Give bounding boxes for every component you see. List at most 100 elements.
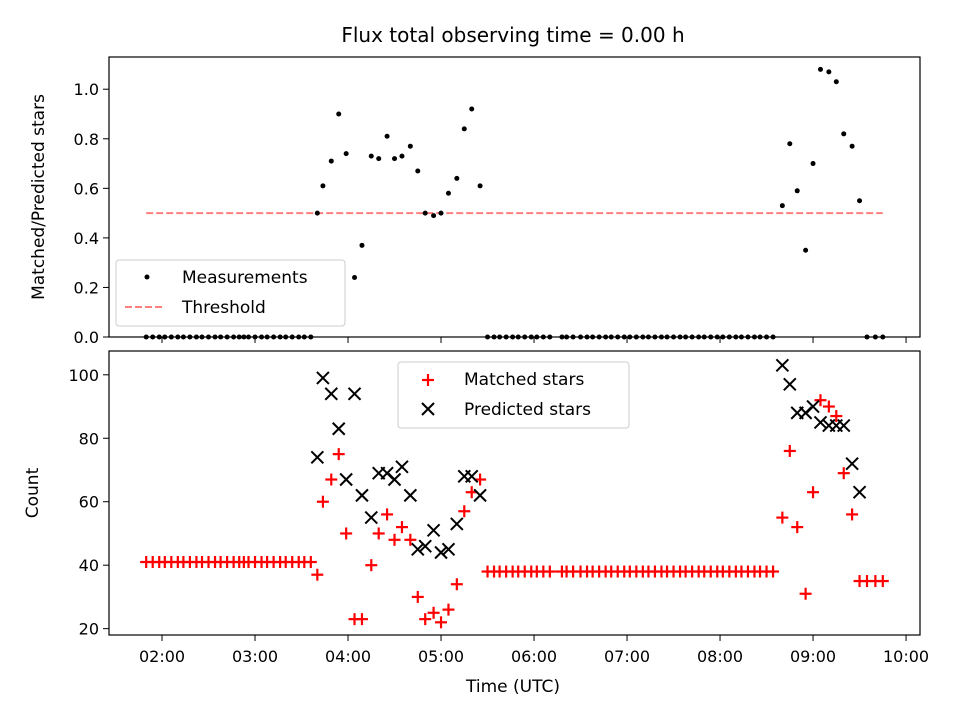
- predicted-star-point: [450, 517, 464, 531]
- top-y-axis-label: Matched/Predicted stars: [29, 94, 49, 300]
- predicted-star-point: [775, 358, 790, 372]
- measurement-point: [368, 153, 374, 159]
- x-tick-label: 06:00: [511, 647, 557, 666]
- matched-star-point: [381, 508, 394, 521]
- matched-star-point: [830, 410, 843, 423]
- measurement-point: [461, 126, 467, 132]
- matched-star-point: [325, 473, 338, 486]
- top-legend-box: [115, 259, 346, 327]
- matched-star-point: [783, 444, 796, 457]
- matched-star-point: [846, 508, 859, 521]
- predicted-star-point: [403, 488, 418, 503]
- predicted-stars-points: [310, 358, 867, 560]
- matched-star-point: [395, 521, 408, 534]
- predicted-star-point: [837, 418, 851, 433]
- measurement-point: [857, 198, 863, 204]
- matched-star-point: [355, 613, 368, 626]
- predicted-star-point: [813, 415, 828, 430]
- x-tick-label: 05:00: [418, 647, 464, 666]
- x-axis-label: Time (UTC): [465, 677, 560, 697]
- matched-star-point: [791, 521, 804, 534]
- matched-star-point: [404, 533, 417, 546]
- top-plot-frame: [108, 56, 921, 338]
- measurement-point: [359, 242, 365, 248]
- matched-star-point: [450, 578, 463, 591]
- measurement-point: [469, 106, 475, 112]
- bottom-y-tick-label: 60: [79, 493, 99, 512]
- measurement-point: [841, 131, 847, 137]
- predicted-star-point: [426, 523, 441, 537]
- legend-predicted-label: Predicted stars: [464, 400, 591, 420]
- top-x-ticks: [161, 337, 907, 343]
- matched-star-point: [316, 495, 329, 508]
- matched-star-point: [332, 448, 345, 461]
- measurement-point: [422, 210, 428, 216]
- predicted-star-point: [852, 485, 867, 499]
- matched-stars-points: [140, 394, 889, 629]
- top-y-tick-label: 1.0: [74, 80, 99, 99]
- predicted-star-point: [324, 387, 338, 401]
- matched-star-point: [427, 606, 440, 619]
- top-y-tick-label: 0.8: [74, 130, 99, 149]
- matched-star-point: [837, 467, 850, 480]
- top-y-tick-label: 0.2: [74, 278, 99, 297]
- measurement-point: [384, 133, 390, 139]
- legend-matched-marker: [422, 374, 434, 386]
- predicted-star-point: [783, 377, 797, 392]
- predicted-star-point: [332, 422, 346, 436]
- legend-measurements-marker: [144, 274, 150, 280]
- predicted-star-point: [395, 460, 409, 474]
- legend-threshold-label: Threshold: [181, 298, 266, 318]
- x-tick-label: 03:00: [232, 647, 278, 666]
- predicted-star-point: [355, 488, 369, 503]
- matched-star-point: [799, 587, 812, 600]
- measurement-point: [849, 143, 855, 149]
- top-legend: Measurements Threshold: [115, 259, 346, 327]
- x-tick-label: 04:00: [325, 647, 371, 666]
- matched-star-point: [311, 568, 324, 581]
- measurement-point: [787, 141, 793, 147]
- measurement-point: [833, 79, 839, 85]
- predicted-star-point: [364, 510, 378, 525]
- bottom-legend: Matched stars Predicted stars: [397, 361, 630, 429]
- measurement-point: [399, 153, 405, 159]
- legend-matched-label: Matched stars: [464, 370, 584, 390]
- legend-measurements-label: Measurements: [182, 268, 308, 288]
- bottom-legend-box: [397, 361, 630, 429]
- x-tick-label: 07:00: [604, 647, 650, 666]
- measurement-point: [320, 183, 326, 189]
- top-y-ticks: 0.0 0.2 0.4 0.6 0.8 1.0: [74, 80, 109, 347]
- top-y-tick-label: 0.4: [74, 229, 99, 248]
- top-y-tick-label: 0.6: [74, 179, 99, 198]
- predicted-star-point: [310, 450, 325, 465]
- bottom-plot-frame: [108, 350, 921, 636]
- matched-star-point: [543, 565, 556, 578]
- measurement-point: [336, 111, 342, 117]
- x-tick-label: 09:00: [790, 647, 836, 666]
- predicted-star-point: [411, 542, 425, 557]
- top-y-tick-label: 0.0: [74, 328, 99, 347]
- predicted-star-point: [316, 371, 330, 385]
- predicted-star-point: [418, 539, 432, 553]
- measurement-point: [415, 168, 421, 174]
- predicted-star-point: [441, 542, 456, 557]
- measurement-point: [352, 275, 358, 281]
- measurement-point: [817, 66, 823, 72]
- matched-star-point: [822, 400, 835, 413]
- matched-star-point: [419, 613, 432, 626]
- measurement-point: [407, 143, 413, 149]
- measurement-point: [454, 175, 460, 181]
- matched-star-point: [807, 486, 820, 499]
- matched-star-point: [411, 590, 424, 603]
- measurement-point: [779, 203, 785, 209]
- measurement-point: [343, 151, 349, 157]
- bottom-y-ticks: 20 40 60 80 100: [68, 366, 109, 639]
- predicted-star-point: [806, 399, 820, 414]
- matched-star-point: [776, 511, 789, 524]
- predicted-star-point: [845, 456, 859, 471]
- matched-star-point: [458, 505, 471, 518]
- ratio-panel: Matched/Predicted stars 0.0 0.2 0.4 0.6 0.8 1…: [29, 56, 921, 347]
- figure-title: Flux total observing time = 0.00 h: [341, 23, 684, 47]
